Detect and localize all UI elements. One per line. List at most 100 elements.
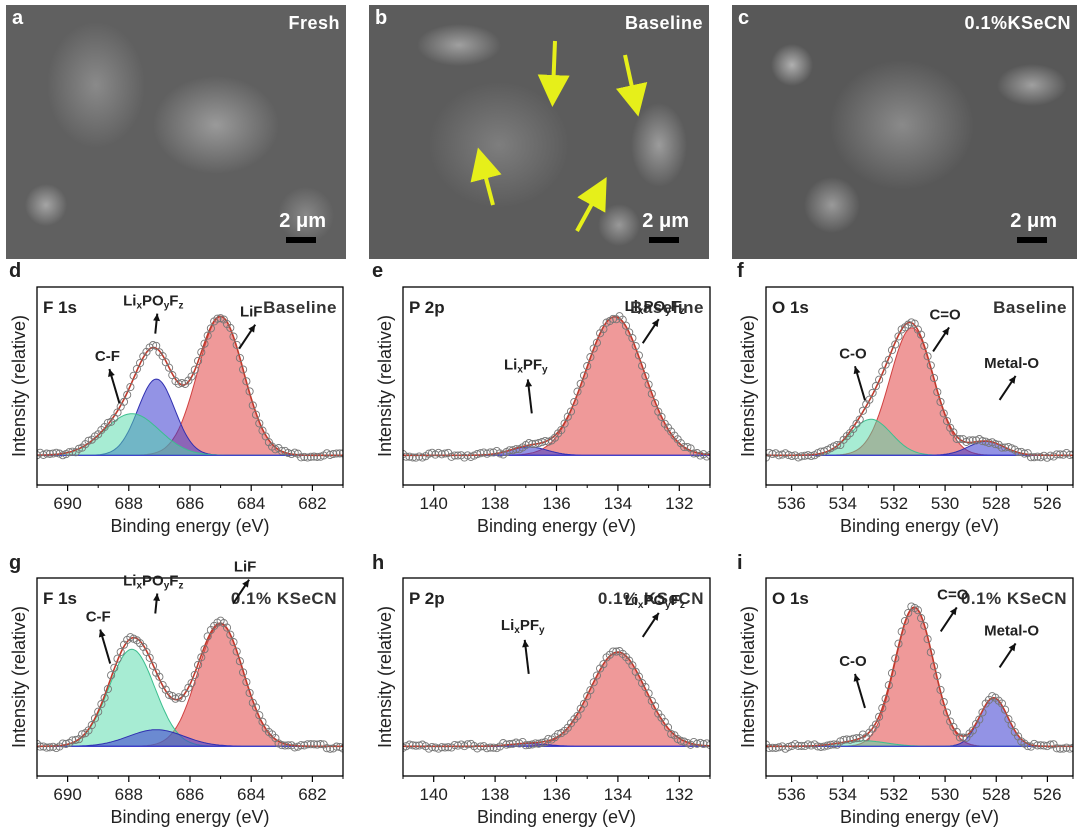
data-point [638, 361, 647, 370]
data-point [277, 741, 286, 750]
data-point [145, 653, 154, 662]
data-point [197, 653, 206, 662]
annotation-LixPOyFz: LixPOyFz [625, 592, 685, 611]
data-point [408, 741, 417, 750]
data-point [794, 741, 803, 750]
data-point [904, 608, 913, 618]
scale-text: 2 μm [1010, 210, 1057, 232]
data-point [424, 449, 433, 458]
data-point [187, 372, 196, 381]
data-point [884, 681, 893, 690]
x-tick-label: 688 [115, 785, 143, 804]
data-point [699, 739, 708, 749]
plot-area [37, 616, 343, 753]
data-point [766, 448, 774, 457]
data-point [39, 742, 48, 751]
x-tick-label: 536 [777, 494, 805, 513]
x-axis-label: Binding energy (eV) [110, 807, 269, 827]
data-point [110, 663, 119, 672]
data-point [1001, 705, 1010, 714]
arrow-head [153, 313, 161, 322]
data-point [560, 419, 569, 428]
data-point [939, 409, 948, 418]
data-point [1007, 720, 1016, 729]
data-point [129, 371, 138, 380]
panel-label-b: b [375, 7, 388, 29]
annotation-LixPOyFz: LixPOyFz [123, 573, 183, 592]
data-point [222, 623, 232, 632]
data-point [651, 399, 660, 408]
chart-condition: 0.1% KSeCN [961, 589, 1067, 608]
panel-label-g: g [9, 552, 21, 574]
data-point [203, 331, 212, 340]
data-point [303, 740, 312, 749]
data-point [644, 689, 653, 698]
data-point [103, 418, 112, 427]
data-point [534, 739, 543, 748]
data-point [939, 697, 948, 707]
condition-label: Fresh [288, 13, 340, 33]
plot-area [37, 314, 343, 462]
data-point [997, 699, 1006, 708]
data-point [403, 743, 408, 752]
yellow-arrow [470, 147, 502, 206]
data-point [136, 358, 145, 368]
data-point [618, 315, 627, 324]
data-point [923, 635, 932, 644]
data-point [1033, 452, 1042, 461]
data-point [1046, 740, 1055, 749]
condition-label: 0.1%KSeCN [964, 13, 1071, 33]
data-point [968, 436, 977, 445]
data-point [152, 341, 161, 350]
annotation-LiF: LiF [234, 559, 257, 576]
data-point [309, 740, 319, 749]
x-tick-label: 138 [481, 494, 509, 513]
data-point [592, 671, 601, 680]
panel-label-c: c [738, 7, 750, 29]
data-point [116, 647, 125, 657]
peak-LixPOyFz [403, 651, 710, 747]
data-point [991, 440, 1000, 449]
data-point [1001, 443, 1010, 452]
x-tick-label: 682 [298, 494, 326, 513]
arrow-head [942, 327, 950, 336]
data-point [329, 449, 338, 459]
data-point [952, 434, 961, 443]
scale-text: 2 μm [279, 210, 326, 232]
data-point [245, 387, 254, 396]
x-tick-label: 528 [982, 494, 1010, 513]
data-point [784, 450, 793, 460]
data-point [258, 717, 267, 726]
y-axis-label: Intensity (relative) [9, 315, 29, 457]
xps-panel-i: i 536 534 532 530 528 526 Binding energy (eV) In… [737, 552, 1074, 827]
data-point [894, 332, 903, 341]
data-point [405, 740, 414, 749]
panel-label-d: d [9, 260, 21, 282]
peak-C=O [766, 327, 1073, 456]
data-point [1039, 741, 1048, 750]
data-point [875, 375, 884, 384]
chart-title: O 1s [772, 298, 809, 317]
data-point [322, 744, 331, 753]
data-point [297, 741, 306, 750]
data-point [486, 743, 495, 752]
data-point [255, 419, 264, 428]
data-point [335, 449, 343, 458]
x-tick-label: 690 [53, 785, 81, 804]
y-axis-label: Intensity (relative) [738, 606, 758, 748]
data-point [90, 714, 100, 723]
x-tick-label: 136 [542, 785, 570, 804]
data-point [978, 708, 987, 717]
arrow-head [153, 593, 161, 602]
data-point [495, 449, 504, 458]
data-point [332, 449, 341, 458]
data-point [803, 451, 813, 460]
data-point [537, 438, 547, 447]
data-point [450, 451, 459, 460]
data-point [300, 452, 309, 461]
data-point [816, 742, 825, 751]
data-point [651, 702, 660, 711]
data-point [486, 448, 495, 457]
data-point [628, 334, 637, 343]
